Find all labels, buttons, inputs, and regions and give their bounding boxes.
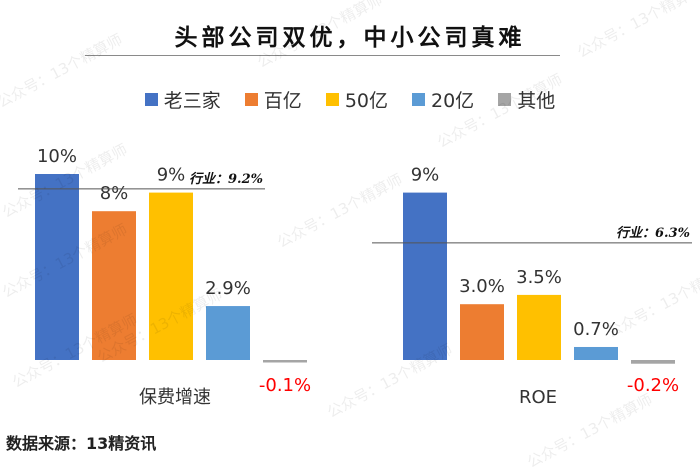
bar (263, 360, 307, 363)
data-label: 9% (411, 165, 440, 186)
data-label: 2.9% (205, 278, 251, 299)
data-label: 10% (37, 146, 77, 167)
legend: 老三家 百亿 50亿 20亿 其他 (0, 86, 700, 113)
legend-swatch-2 (244, 93, 258, 106)
data-label: 3.5% (516, 267, 562, 288)
bar (206, 306, 250, 360)
bar (460, 304, 504, 360)
legend-label-3: 50亿 (344, 90, 388, 112)
title-underline (85, 55, 560, 56)
data-source-note: 数据来源：13精资讯 (6, 434, 157, 453)
bar (149, 192, 193, 360)
bar (92, 211, 136, 360)
legend-swatch-3 (325, 93, 339, 106)
bar (517, 294, 561, 360)
data-label: -0.2% (627, 375, 679, 396)
data-label: 3.0% (459, 276, 505, 297)
legend-swatch-4 (412, 93, 425, 106)
legend-item-1: 老三家 (144, 86, 221, 113)
category-label: 保费增速 (139, 387, 211, 408)
legend-swatch-5 (498, 93, 512, 106)
legend-item-2: 百亿 (244, 86, 302, 113)
legend-label-4: 20亿 (431, 90, 475, 112)
data-label: -0.1% (259, 375, 311, 396)
legend-item-3: 50亿 (325, 86, 388, 113)
data-label: 8% (100, 183, 129, 204)
category-label: ROE (519, 387, 557, 408)
bar (631, 360, 675, 364)
legend-item-4: 20亿 (412, 86, 474, 113)
industry-reference-label: 行业：6.3% (616, 225, 690, 241)
bar (35, 174, 79, 360)
industry-reference-label: 行业：9.2% (189, 171, 263, 187)
bar (403, 192, 447, 360)
chart-title: 头部公司双优，中小公司真难 (174, 25, 526, 51)
bar (574, 346, 618, 360)
legend-item-5: 其他 (498, 86, 555, 113)
legend-label-2: 百亿 (263, 90, 302, 112)
data-label: 9% (157, 165, 186, 186)
data-label: 0.7% (573, 319, 619, 340)
legend-label-1: 老三家 (163, 90, 221, 112)
legend-label-5: 其他 (517, 90, 556, 112)
legend-swatch-1 (144, 93, 158, 106)
